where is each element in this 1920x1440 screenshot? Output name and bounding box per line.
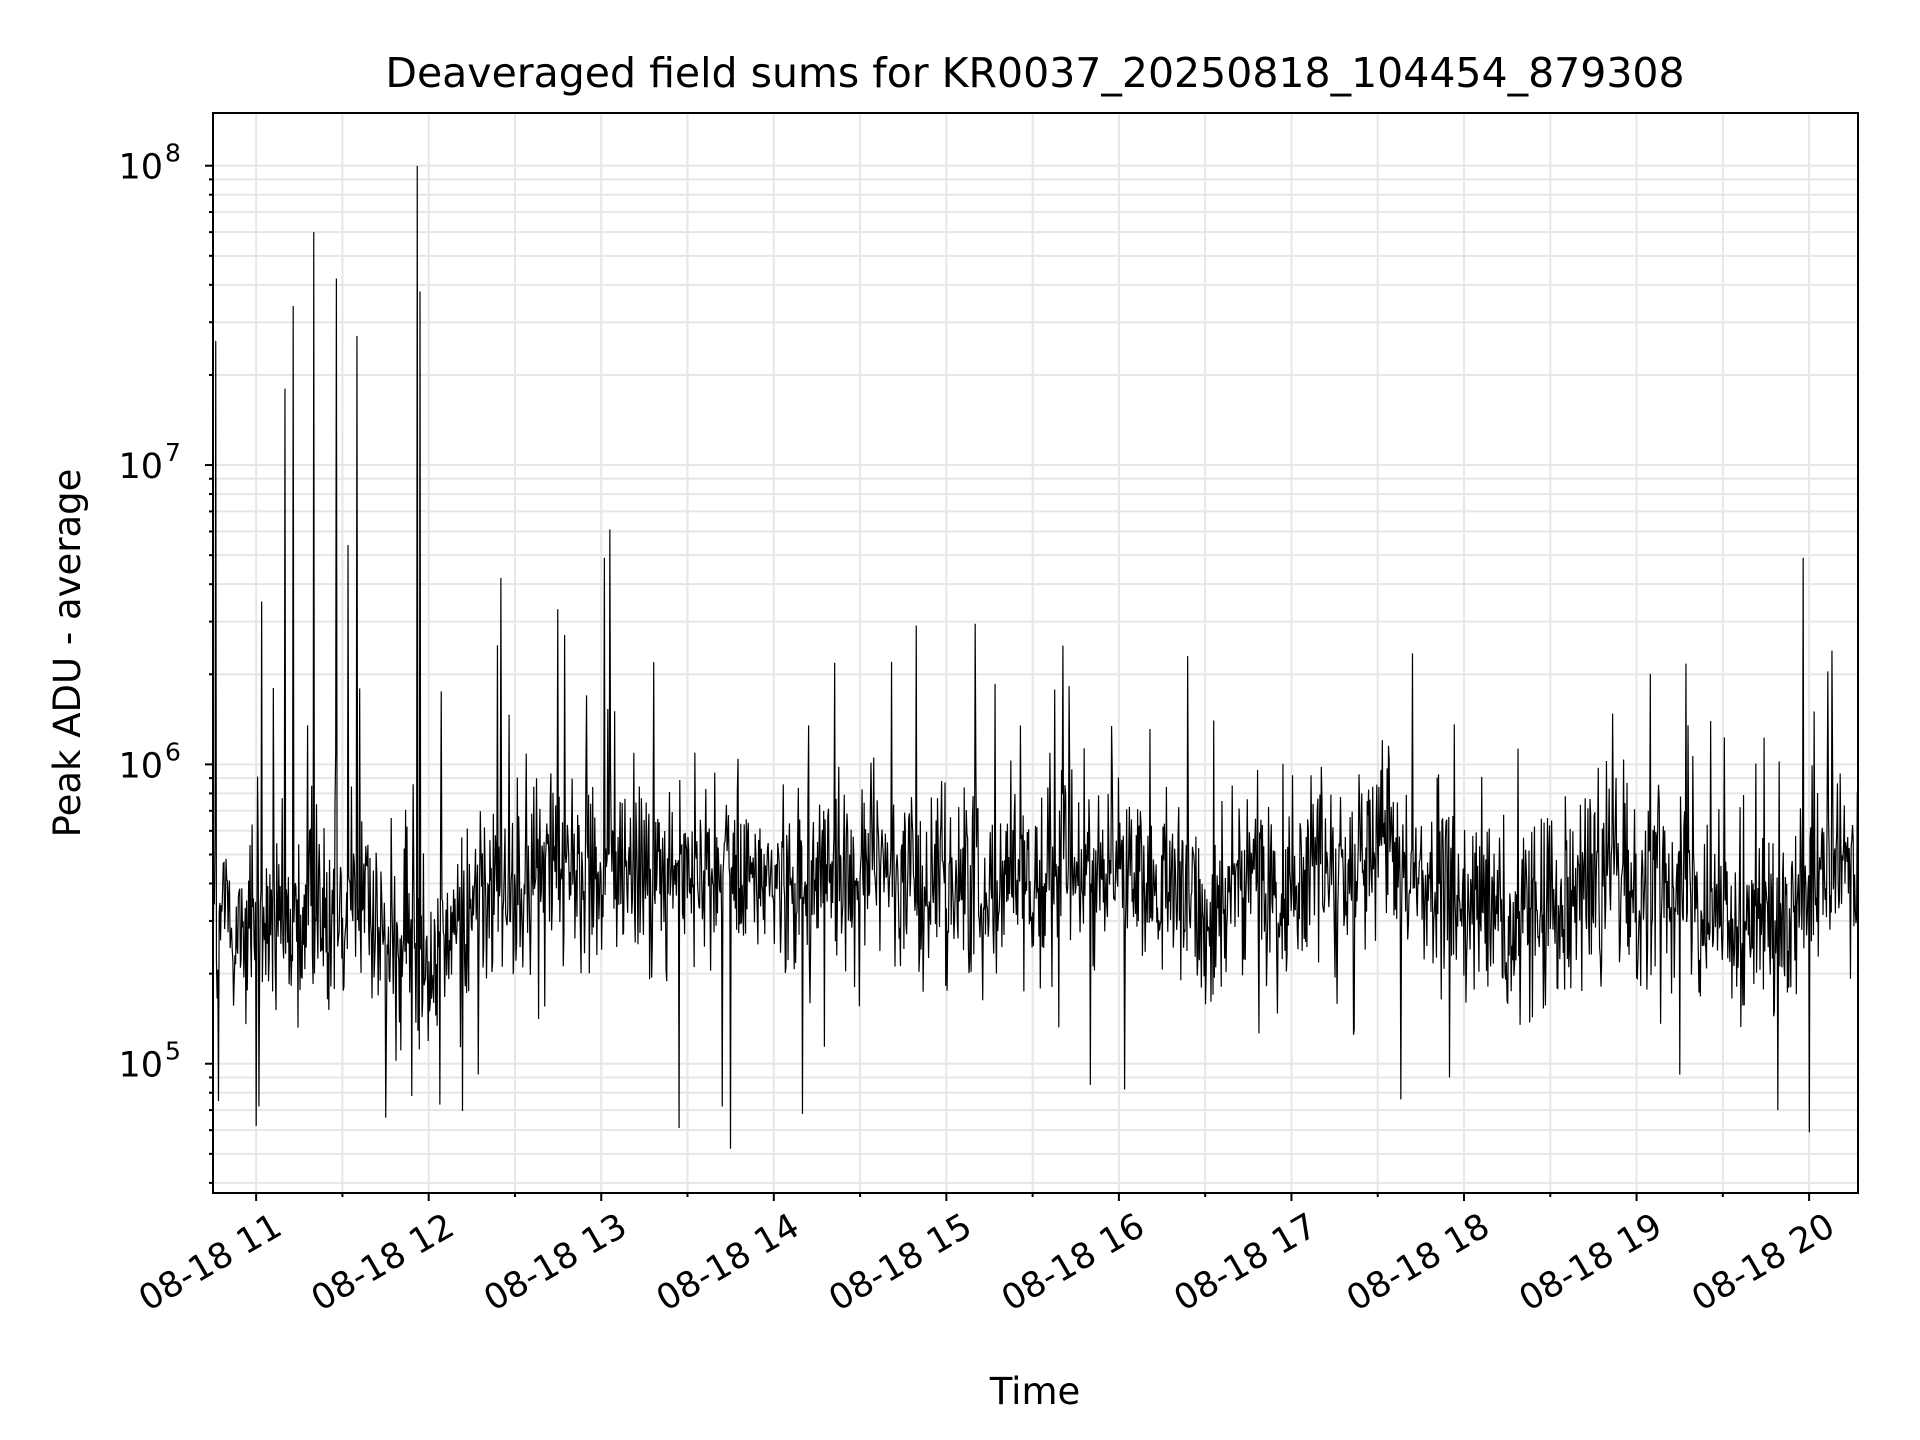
x-axis: 08-18 11 08-18 12 08-18 13 08-18 14 08-18 15… <box>132 1193 1842 1319</box>
x-tick-label: 08-18 12 <box>305 1206 461 1319</box>
y-tick-label: 10 <box>118 746 163 786</box>
x-axis-label: Time <box>989 1370 1081 1413</box>
chart-title: Deaveraged field sums for KR0037_2025081… <box>385 49 1684 97</box>
x-tick-label: 08-18 16 <box>995 1206 1151 1319</box>
y-axis-label: Peak ADU - average <box>46 469 89 838</box>
y-tick-label: 10 <box>118 1046 163 1086</box>
y-tick-label-exponent: 5 <box>165 1037 181 1066</box>
plot-frame <box>212 112 1859 1194</box>
y-tick-label-exponent: 8 <box>165 139 181 168</box>
x-tick-label: 08-18 19 <box>1513 1206 1669 1319</box>
y-tick-label: 10 <box>118 447 163 487</box>
y-tick-label: 10 <box>118 148 163 188</box>
x-tick-label: 08-18 20 <box>1685 1206 1841 1319</box>
series-line <box>212 165 1859 1149</box>
x-tick-label: 08-18 14 <box>650 1206 806 1319</box>
x-tick-label: 08-18 11 <box>132 1206 288 1319</box>
x-tick-label: 08-18 17 <box>1168 1206 1324 1319</box>
x-tick-label: 08-18 18 <box>1340 1206 1496 1319</box>
grid <box>213 113 1858 1193</box>
y-tick-label-exponent: 7 <box>165 438 181 467</box>
y-tick-label-exponent: 6 <box>165 737 181 766</box>
plot-area <box>212 165 1859 1149</box>
x-tick-label: 08-18 13 <box>477 1206 633 1319</box>
x-tick-label: 08-18 15 <box>823 1206 979 1319</box>
